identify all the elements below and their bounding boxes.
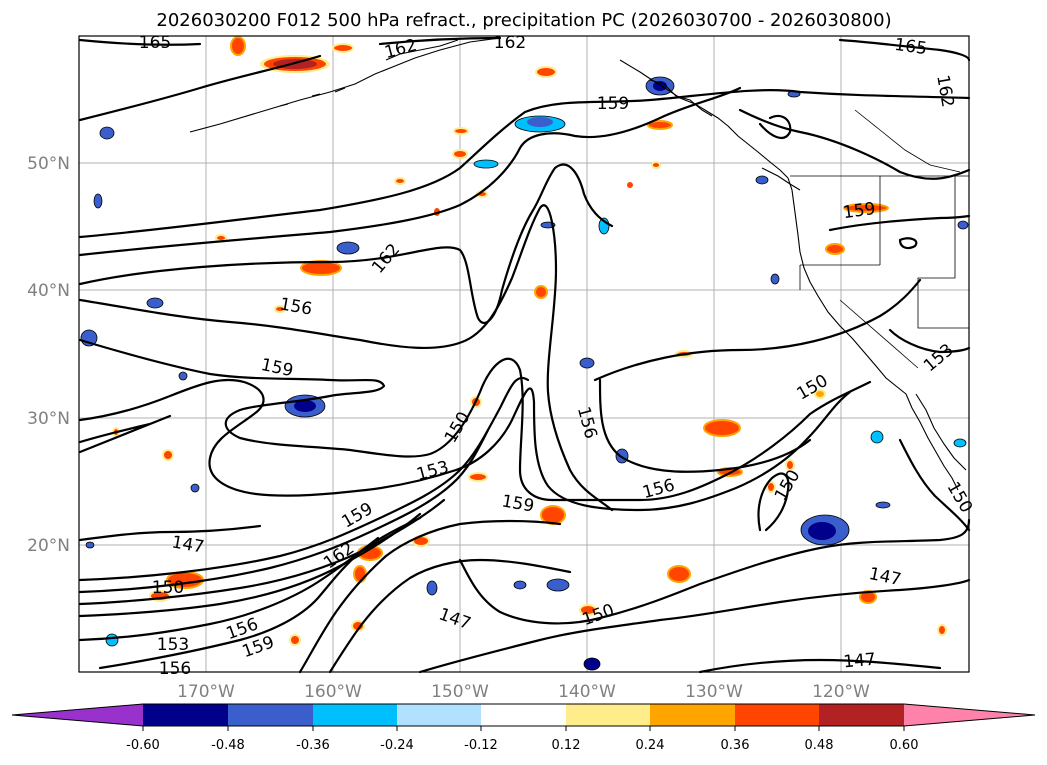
colorbar-tick-label: -0.48 [211, 738, 245, 753]
colorbar-segment [819, 704, 904, 726]
lat-label: 40°N [27, 281, 70, 301]
longitude-labels: 170°W 160°W 150°W 140°W 130°W 120°W [177, 682, 870, 702]
contour-label: 153 [157, 635, 189, 655]
colorbar-segment [566, 704, 650, 726]
contour-label: 150 [152, 578, 184, 598]
lon-label: 170°W [177, 682, 235, 702]
lon-label: 140°W [558, 682, 616, 702]
colorbar-tick-label: 0.60 [890, 738, 919, 753]
latitude-labels: 50°N 40°N 30°N 20°N [27, 154, 70, 556]
colorbar-tick-label: 0.48 [805, 738, 834, 753]
contour-label: 159 [842, 199, 877, 223]
colorbar-segment [397, 704, 481, 726]
lon-label: 150°W [431, 682, 489, 702]
colorbar-segment [481, 704, 566, 726]
colorbar-tick-label: -0.60 [126, 738, 160, 753]
colorbar-tick-label: 0.36 [721, 738, 750, 753]
contour-label: 162 [494, 33, 526, 53]
colorbar-segment [12, 704, 143, 726]
coastlines [189, 37, 967, 491]
lat-label: 30°N [27, 409, 70, 429]
lat-label: 20°N [27, 536, 70, 556]
contours [78, 36, 971, 674]
lon-label: 120°W [812, 682, 870, 702]
colorbar-segment [735, 704, 819, 726]
borders [790, 109, 969, 369]
contour-label: 159 [597, 94, 629, 114]
colorbar-segment [143, 704, 228, 726]
map-background [79, 36, 969, 672]
contour-label: 147 [843, 650, 877, 673]
colorbar-tick-label: 0.24 [636, 738, 665, 753]
colorbar-segment [228, 704, 313, 726]
colorbar-tick-label: 0.12 [552, 738, 581, 753]
colorbar-segment [650, 704, 735, 726]
lon-label: 160°W [304, 682, 362, 702]
colorbar-tick-label: -0.24 [380, 738, 414, 753]
colorbar-segment [904, 704, 1035, 726]
contour-label: 165 [893, 35, 928, 59]
colorbar-tick-label: -0.36 [296, 738, 330, 753]
lon-label: 130°W [685, 682, 743, 702]
contour-label: 156 [159, 659, 191, 679]
map-frame [78, 35, 970, 673]
contour-label: 165 [139, 33, 171, 53]
lat-label: 50°N [27, 154, 70, 174]
figure-title: 2026030200 F012 500 hPa refract., precip… [156, 10, 891, 31]
colorbar-tick-label: -0.12 [464, 738, 498, 753]
colorbar: -0.60 -0.48 -0.36 -0.24 -0.12 0.12 0.24 … [11, 703, 1036, 753]
colorbar-segment [313, 704, 397, 726]
